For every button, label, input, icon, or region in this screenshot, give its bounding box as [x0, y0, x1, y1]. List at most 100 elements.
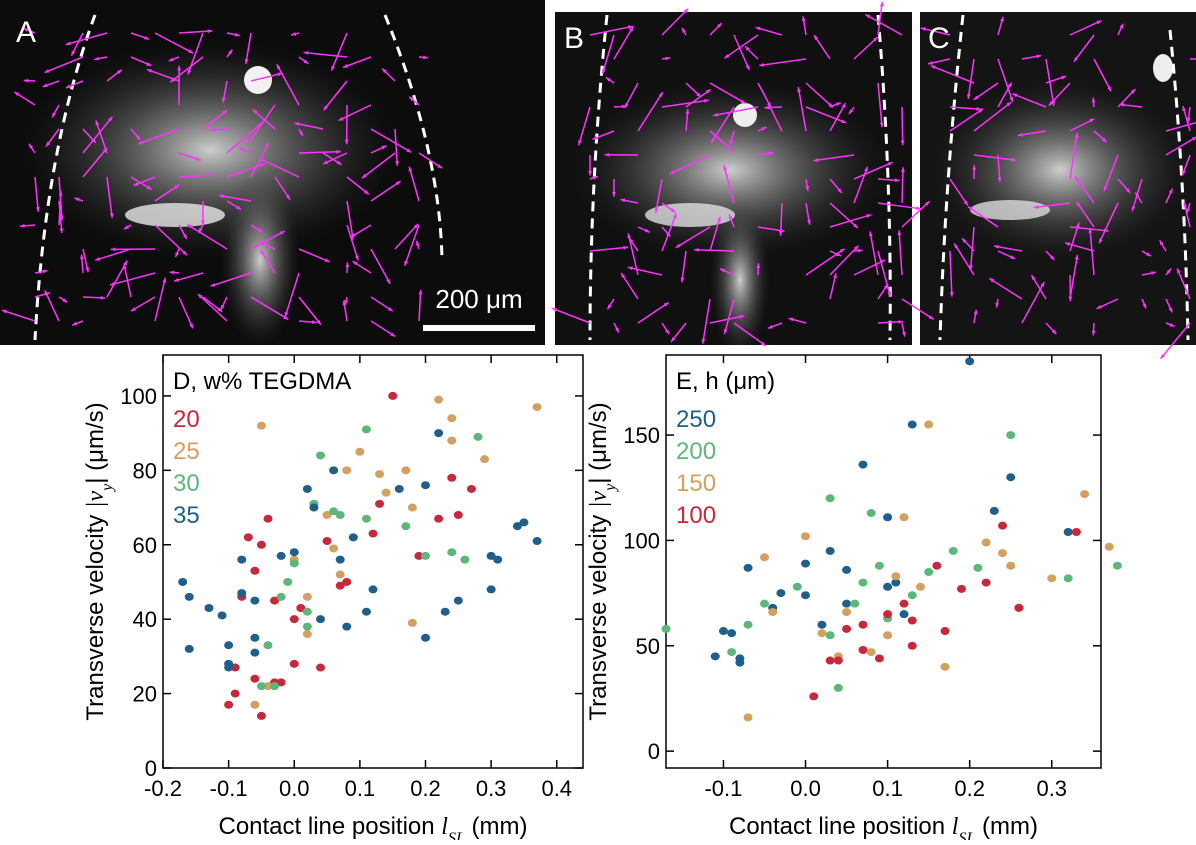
y-tick-label: 50 — [636, 634, 660, 659]
data-point — [493, 556, 502, 564]
data-point — [467, 485, 476, 493]
data-point — [1006, 431, 1015, 439]
x-tick-label: 0.3 — [1036, 776, 1067, 801]
axis-label-part: Contact line position — [218, 813, 441, 840]
scale-bar-label: 200 μm — [435, 284, 522, 314]
data-point — [336, 556, 345, 564]
data-point — [834, 657, 843, 665]
x-tick-label: 0.0 — [790, 776, 821, 801]
data-point — [842, 608, 851, 616]
data-point — [1064, 574, 1073, 582]
data-point — [735, 659, 744, 667]
legend-entry: 200 — [676, 438, 716, 465]
data-point — [883, 631, 892, 639]
panel-label: B — [564, 22, 584, 55]
data-point — [842, 625, 851, 633]
data-point — [826, 547, 835, 555]
data-point — [982, 539, 991, 547]
data-point — [257, 712, 266, 720]
data-point — [760, 553, 769, 561]
data-point — [908, 421, 917, 429]
data-point — [342, 623, 351, 631]
legend-entry: 150 — [676, 470, 716, 497]
data-point — [303, 485, 312, 493]
data-point — [441, 608, 450, 616]
data-point — [817, 621, 826, 629]
data-point — [204, 604, 213, 612]
data-point — [237, 556, 246, 564]
data-point — [1105, 543, 1114, 551]
data-point — [447, 548, 456, 556]
data-point — [375, 500, 384, 508]
data-point — [1080, 490, 1089, 498]
data-point — [434, 396, 443, 404]
data-point — [768, 608, 777, 616]
data-point — [447, 437, 456, 445]
y-tick-label: 100 — [623, 528, 660, 553]
data-point — [401, 466, 410, 474]
legend-entry: 250 — [676, 406, 716, 433]
data-point — [395, 485, 404, 493]
y-tick-label: 20 — [133, 682, 157, 707]
data-point — [842, 566, 851, 574]
axis-label-part: Transverse velocity — [82, 508, 109, 721]
data-point — [711, 652, 720, 660]
axis-label-part: Contact line position — [729, 813, 952, 840]
data-point — [875, 562, 884, 570]
data-point — [727, 629, 736, 637]
data-point — [447, 474, 456, 482]
x-tick-label: 0.4 — [541, 776, 572, 801]
data-point — [662, 625, 671, 633]
data-point — [408, 504, 417, 512]
data-point — [858, 621, 867, 629]
data-point — [303, 630, 312, 638]
data-point — [257, 682, 266, 690]
data-point — [474, 433, 483, 441]
x-tick-label: 0.3 — [476, 776, 507, 801]
data-point — [277, 552, 286, 560]
data-point — [908, 591, 917, 599]
data-point — [744, 713, 753, 721]
data-point — [303, 593, 312, 601]
axis-label-part: Transverse velocity — [585, 508, 612, 721]
data-point — [949, 547, 958, 555]
data-point — [957, 585, 966, 593]
data-point — [323, 537, 332, 545]
data-point — [883, 610, 892, 618]
x-tick-label: 0.2 — [954, 776, 985, 801]
data-point — [533, 537, 542, 545]
axis-label-part: SL — [958, 830, 975, 841]
y-tick-label: 150 — [623, 423, 660, 448]
data-point — [224, 664, 233, 672]
legend-entry: 20 — [173, 406, 200, 433]
data-point — [349, 533, 358, 541]
data-point — [434, 429, 443, 437]
y-tick-label: 0 — [648, 739, 660, 764]
legend-title: D, w% TEGDMA — [173, 368, 351, 395]
data-point — [858, 461, 867, 469]
data-point — [250, 649, 259, 657]
data-point — [924, 568, 933, 576]
legend-entry: 25 — [173, 438, 200, 465]
data-point — [316, 664, 325, 672]
axis-label-part: |v — [83, 491, 109, 509]
data-point — [250, 675, 259, 683]
panel-label: A — [16, 16, 36, 49]
data-point — [421, 481, 430, 489]
y-tick-label: 0 — [145, 756, 157, 781]
data-point — [185, 593, 194, 601]
data-point — [309, 504, 318, 512]
axis-label: Transverse velocity |vy| (μm/s) — [585, 402, 619, 720]
data-point — [858, 579, 867, 587]
data-point — [867, 509, 876, 517]
data-point — [355, 448, 364, 456]
data-point — [224, 641, 233, 649]
data-point — [867, 648, 876, 656]
axis-label-part: | (μm/s) — [585, 402, 612, 483]
data-point — [480, 455, 489, 463]
data-point — [883, 583, 892, 591]
data-point — [336, 511, 345, 519]
data-point — [744, 564, 753, 572]
data-point — [250, 567, 259, 575]
